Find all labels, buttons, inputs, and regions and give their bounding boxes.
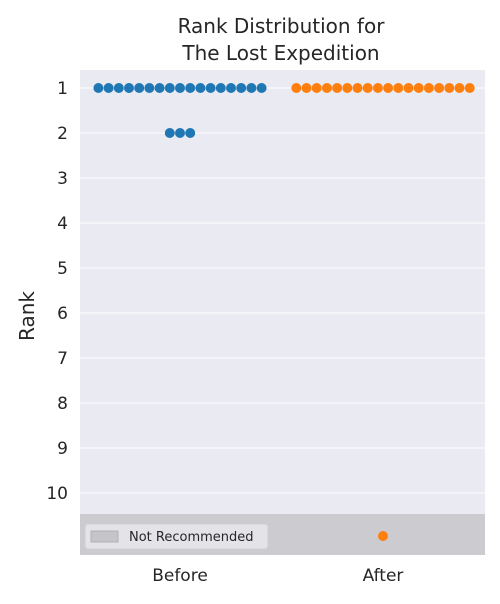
data-point-before-rank-1-2 <box>103 83 114 93</box>
data-point-after-rank-1-16 <box>444 83 455 93</box>
y-tick-label-1: 1 <box>57 79 68 99</box>
data-point-before-rank-2-1 <box>164 128 175 138</box>
data-point-before-rank-1-15 <box>236 83 247 93</box>
data-point-after-rank-1-8 <box>362 83 373 93</box>
data-point-after-rank-1-11 <box>393 83 404 93</box>
chart-title-line-2: The Lost Expedition <box>181 41 379 65</box>
y-tick-label-2: 2 <box>57 124 68 144</box>
y-tick-labels: 1 2 3 4 5 6 7 8 9 10 <box>46 79 68 504</box>
y-tick-label-3: 3 <box>57 169 68 189</box>
y-tick-label-9: 9 <box>57 439 68 459</box>
data-point-before-rank-1-3 <box>113 83 124 93</box>
data-point-after-rank-1-4 <box>321 83 332 93</box>
data-point-before-rank-1-5 <box>134 83 145 93</box>
y-tick-label-7: 7 <box>57 349 68 369</box>
data-point-after-rank-1-12 <box>403 83 414 93</box>
legend-frame <box>84 523 269 550</box>
data-point-after-rank-1-3 <box>311 83 322 93</box>
data-point-before-rank-1-13 <box>215 83 226 93</box>
data-point-before-rank-2-2 <box>175 128 185 138</box>
x-tick-label-before: Before <box>152 566 208 586</box>
data-point-after-rank-1-1 <box>291 83 302 93</box>
data-point-before-rank-1-11 <box>195 83 206 93</box>
data-point-after-rank-1-13 <box>413 83 424 93</box>
legend-swatch-not-recommended <box>90 530 119 543</box>
data-point-after-rank-1-14 <box>423 83 434 93</box>
x-tick-label-after: After <box>363 566 404 586</box>
data-point-after-rank-1-10 <box>383 83 394 93</box>
y-tick-label-5: 5 <box>57 259 68 279</box>
data-point-before-rank-1-17 <box>256 83 267 93</box>
data-point-after-rank-1-5 <box>332 83 343 93</box>
data-point-after-rank-1-2 <box>301 83 312 93</box>
y-tick-label-4: 4 <box>57 214 68 234</box>
legend: Not Recommended <box>84 523 269 550</box>
data-point-after-rank-1-15 <box>434 83 445 93</box>
grid-lines <box>80 87 485 494</box>
data-point-before-rank-1-14 <box>226 83 236 93</box>
data-point-after-not-recommended-1 <box>378 531 388 541</box>
y-tick-label-10: 10 <box>46 484 68 504</box>
legend-label-not-recommended: Not Recommended <box>129 530 254 545</box>
data-point-before-rank-1-4 <box>124 83 134 93</box>
data-point-after-rank-1-18 <box>464 83 475 93</box>
y-axis-label: Rank <box>15 291 39 341</box>
data-point-before-rank-1-6 <box>144 83 155 93</box>
data-point-before-rank-2-3 <box>185 128 196 138</box>
data-point-after-rank-1-9 <box>372 83 383 93</box>
y-tick-label-8: 8 <box>57 394 68 414</box>
data-point-before-rank-1-12 <box>205 83 216 93</box>
data-point-after-rank-1-6 <box>342 83 353 93</box>
data-point-before-rank-1-8 <box>164 83 175 93</box>
data-point-after-rank-1-7 <box>352 83 363 93</box>
data-point-before-rank-1-16 <box>246 83 257 93</box>
data-point-before-rank-1-7 <box>154 83 165 93</box>
data-points <box>93 83 475 541</box>
chart-title-line-1: Rank Distribution for <box>178 14 386 38</box>
data-point-before-rank-1-9 <box>175 83 185 93</box>
data-point-before-rank-1-1 <box>93 83 104 93</box>
data-point-before-rank-1-10 <box>185 83 196 93</box>
y-tick-label-6: 6 <box>57 304 68 324</box>
data-point-after-rank-1-17 <box>454 83 465 93</box>
